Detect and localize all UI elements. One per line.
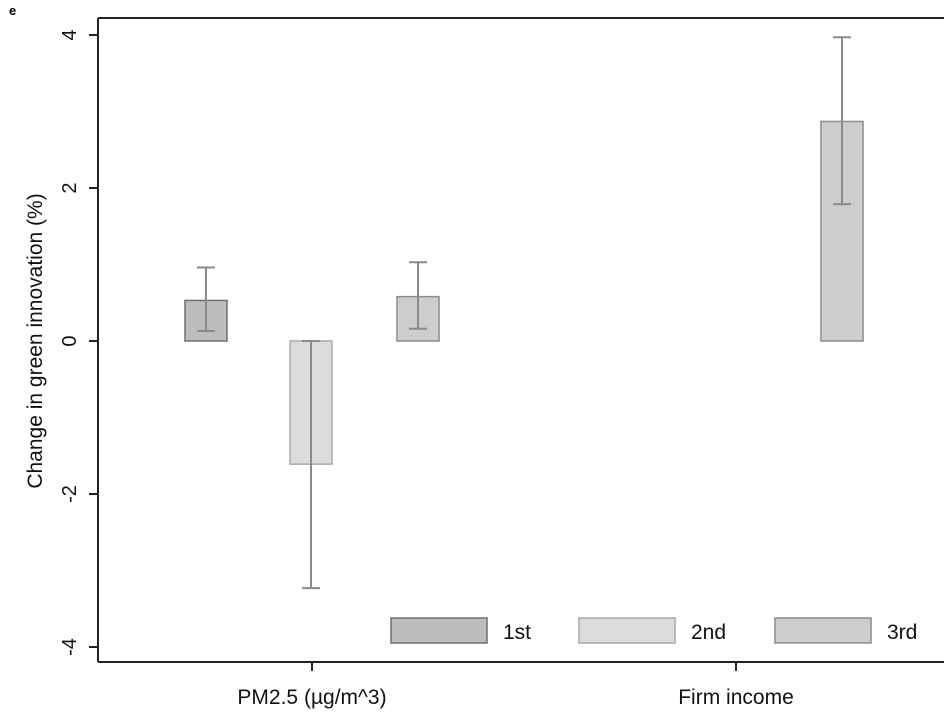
- y-tick-label: 2: [59, 182, 81, 193]
- legend-label-2nd: 2nd: [691, 621, 726, 644]
- legend-label-3rd: 3rd: [887, 621, 917, 644]
- legend-swatch-2nd: [578, 617, 676, 644]
- error-bars: [197, 36, 851, 590]
- y-axis: 4 2 0 -2 -4: [59, 29, 98, 656]
- legend-swatch-3rd: [774, 617, 872, 644]
- panel-label: e: [9, 3, 17, 18]
- legend: 1st 2nd 3rd: [390, 617, 917, 644]
- legend-swatch-1st: [390, 617, 488, 644]
- y-tick-label: -4: [59, 638, 81, 656]
- x-tick-label: PM2.5 (µg/m^3): [237, 686, 386, 709]
- y-axis-title: Change in green innovation (%): [24, 193, 47, 488]
- x-tick-label: Firm income: [678, 686, 794, 709]
- bars: [184, 120, 864, 465]
- y-tick-label: 0: [59, 335, 81, 346]
- legend-label-1st: 1st: [503, 621, 531, 644]
- x-axis: PM2.5 (µg/m^3) Firm income: [237, 662, 794, 709]
- y-tick-label: 4: [59, 29, 81, 40]
- y-tick-label: -2: [59, 485, 81, 503]
